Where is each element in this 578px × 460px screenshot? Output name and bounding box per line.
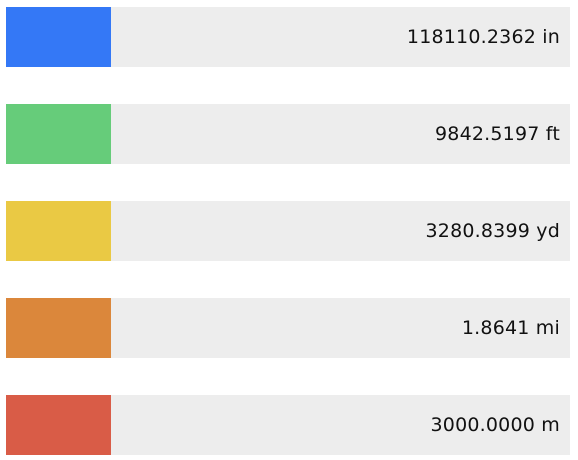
color-swatch-miles	[6, 298, 111, 358]
conversion-value-miles: 1.8641 mi	[461, 317, 560, 339]
color-swatch-feet	[6, 104, 111, 164]
conversion-row-inches[interactable]: 118110.2362 in	[6, 7, 570, 67]
conversion-value-feet: 9842.5197 ft	[435, 123, 560, 145]
conversion-value-meters: 3000.0000 m	[430, 414, 560, 436]
conversion-value-inches: 118110.2362 in	[406, 26, 560, 48]
color-swatch-yards	[6, 201, 111, 261]
color-swatch-meters	[6, 395, 111, 455]
conversion-value-yards: 3280.8399 yd	[425, 220, 560, 242]
conversion-row-yards[interactable]: 3280.8399 yd	[6, 201, 570, 261]
conversion-row-feet[interactable]: 9842.5197 ft	[6, 104, 570, 164]
color-swatch-inches	[6, 7, 111, 67]
conversion-row-miles[interactable]: 1.8641 mi	[6, 298, 570, 358]
conversion-row-meters[interactable]: 3000.0000 m	[6, 395, 570, 455]
